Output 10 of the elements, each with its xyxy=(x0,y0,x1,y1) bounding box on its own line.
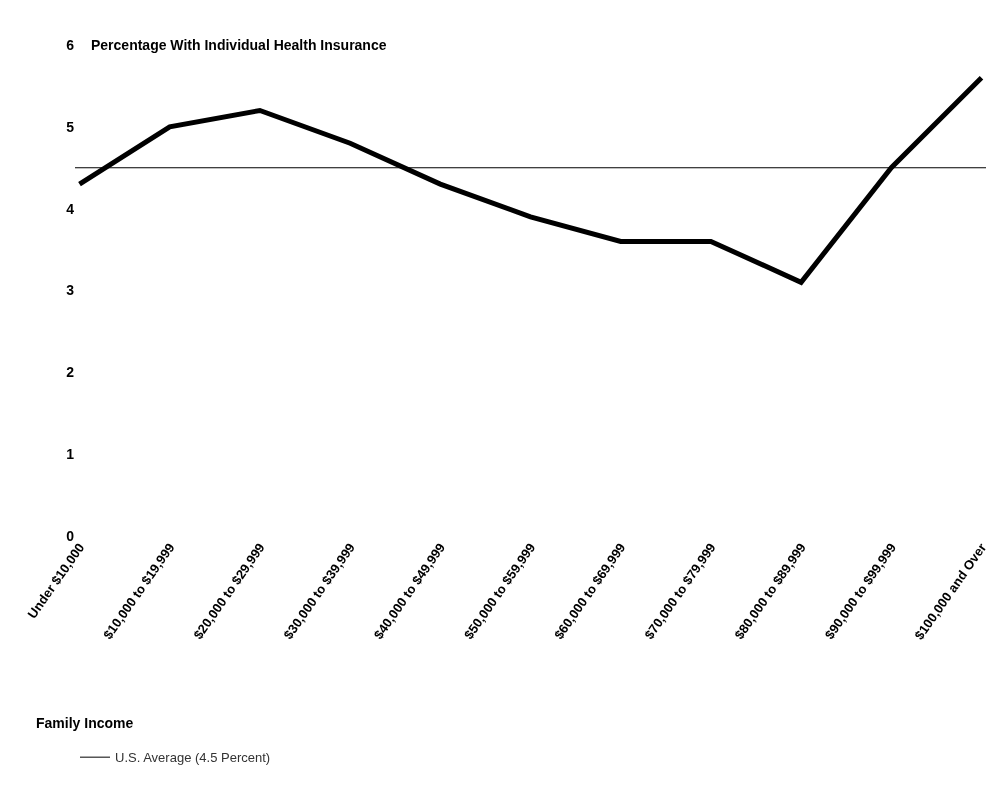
y-tick-label: 4 xyxy=(66,200,75,217)
y-tick-label: 5 xyxy=(66,118,75,135)
y-tick-label: 6 xyxy=(66,36,75,53)
chart-title: Percentage With Individual Health Insurance xyxy=(91,37,387,53)
legend-label: U.S. Average (4.5 Percent) xyxy=(115,750,271,766)
text: Family Income xyxy=(36,715,134,731)
y-tick-label: 2 xyxy=(66,364,75,381)
y-tick-label: 0 xyxy=(66,527,75,544)
y-tick-label: 3 xyxy=(66,282,75,299)
y-tick-label: 1 xyxy=(66,446,75,463)
